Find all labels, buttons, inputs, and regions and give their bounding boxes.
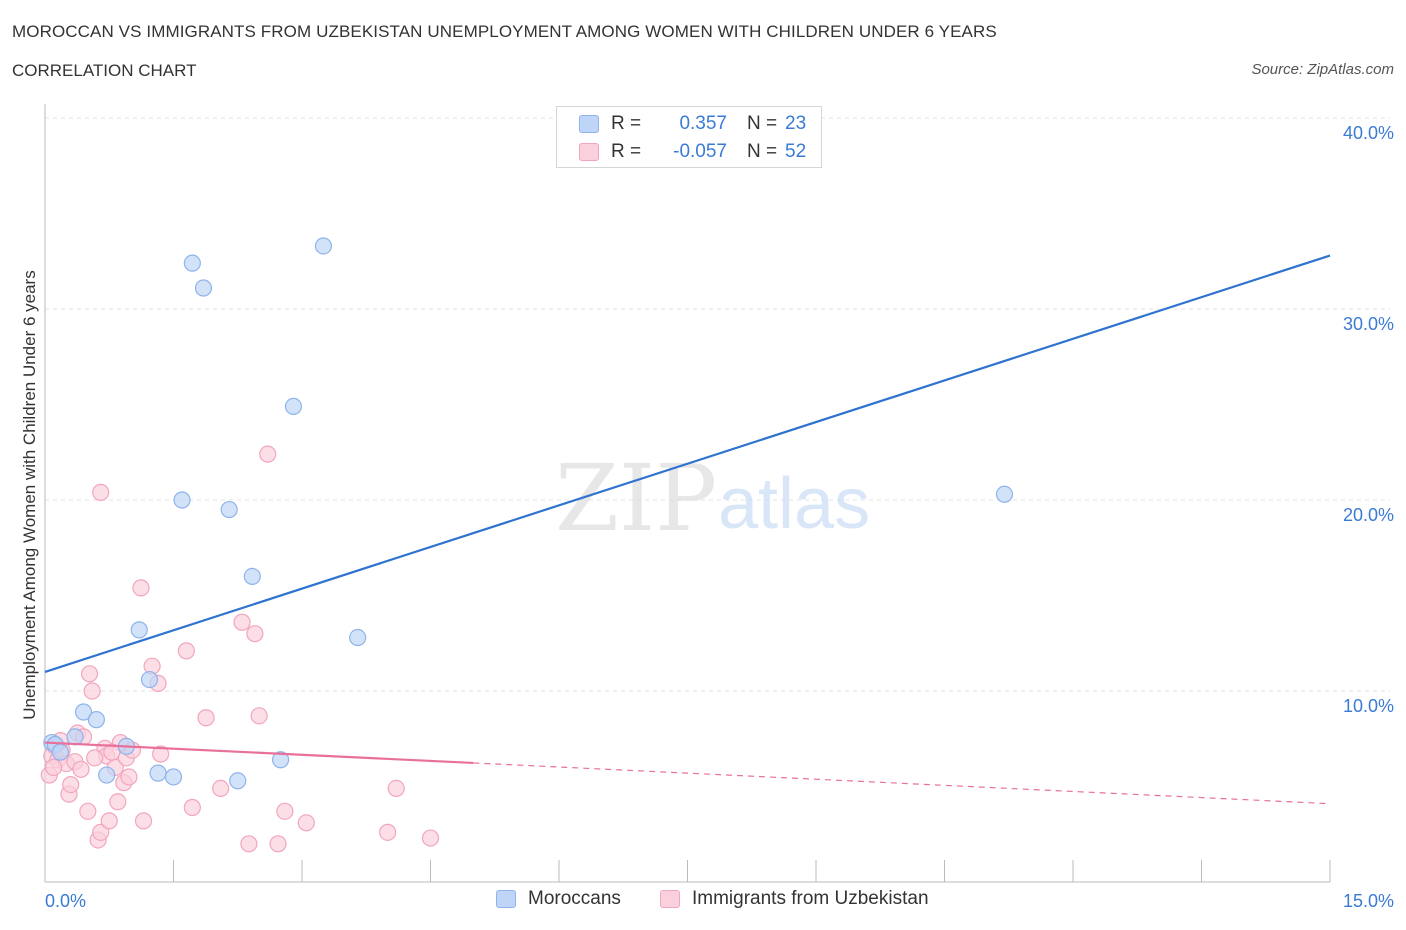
y-tick-10: 10.0% (1342, 696, 1394, 716)
uzbekistan-point (183, 798, 201, 817)
legend-n-value: 52 (785, 141, 807, 162)
legend-row-moroccans: R = 0.357 N = 23 (579, 112, 806, 136)
moroccan-point (173, 491, 191, 509)
moroccan-point (183, 254, 201, 272)
uzbekistan-point (212, 779, 230, 798)
moroccan-point (284, 397, 303, 416)
moroccan-point (243, 567, 261, 586)
chart-subtitle: CORRELATION CHART (12, 61, 197, 80)
moroccan-point (220, 500, 238, 519)
uzbekistan-point (44, 758, 63, 777)
uzbekistan-point (246, 625, 264, 643)
uzbekistan-point (132, 579, 150, 597)
uzbekistan-point (259, 445, 277, 463)
grid-lines (45, 117, 1390, 692)
uzbekistan-point (421, 829, 440, 847)
uzbekistan-point (92, 483, 110, 501)
moroccan-point (74, 703, 93, 721)
series-legend: Moroccans Immigrants from Uzbekistan (0, 888, 1406, 916)
legend-item-uzbekistan[interactable]: Immigrants from Uzbekistan (660, 888, 929, 910)
legend-n-label: N = (747, 113, 778, 134)
moroccan-point (229, 772, 247, 790)
uzbekistan-points (40, 445, 440, 853)
legend-n-label: N = (747, 141, 778, 162)
moroccan-point (87, 711, 106, 729)
legend-swatch-pink (579, 143, 599, 161)
y-tick-40: 40.0% (1342, 123, 1394, 143)
legend-swatch-blue (579, 115, 599, 133)
source-credit: Source: ZipAtlas.com (1251, 61, 1394, 78)
legend-swatch-blue (496, 890, 516, 908)
uzbekistan-point (233, 613, 251, 631)
uzbekistan-point (177, 642, 195, 660)
moroccan-point (130, 621, 148, 639)
uzbekistan-point (72, 760, 90, 778)
y-tick-30: 30.0% (1342, 314, 1394, 334)
legend-row-uzbekistan: R = -0.057 N = 52 (579, 140, 806, 164)
watermark-atlas: atlas (718, 464, 870, 544)
uzbekistan-point (269, 835, 287, 853)
moroccan-point (66, 728, 84, 746)
legend-r-label: R = (611, 113, 642, 134)
uzbekistan-point (379, 823, 397, 841)
moroccan-point (194, 279, 213, 297)
legend-r-label: R = (611, 141, 642, 162)
x-tick-max: 15.0% (1342, 891, 1394, 911)
moroccan-point (271, 751, 290, 769)
uzbekistan-point (250, 707, 268, 725)
moroccan-point (349, 628, 367, 647)
uzbekistan-point (297, 814, 315, 832)
chart-title: MOROCCAN VS IMMIGRANTS FROM UZBEKISTAN U… (12, 22, 997, 41)
x-tick-min: 0.0% (45, 891, 87, 911)
legend-label-moroccans: Moroccans (528, 888, 621, 909)
y-tick-20: 20.0% (1342, 505, 1394, 525)
uzbekistan-point (152, 745, 170, 763)
legend-r-value: 0.357 (679, 113, 727, 134)
uzbekistan-point (276, 802, 294, 820)
y-axis-label: Unemployment Among Women with Children U… (20, 270, 39, 720)
uzbekistan-point (92, 823, 110, 841)
moroccan-point (149, 764, 167, 782)
uzbekistan-point (83, 682, 101, 700)
uzbekistan-trend-line-solid (44, 741, 474, 765)
uzbekistan-point (100, 812, 118, 830)
uzbekistan-trend-line-dashed (473, 762, 1331, 805)
uzbekistan-point (103, 743, 121, 761)
uzbekistan-point (109, 793, 127, 811)
legend-n-value: 23 (785, 113, 807, 134)
uzbekistan-point (197, 709, 215, 727)
moroccan-trend-line (44, 254, 1331, 673)
moroccan-point (140, 670, 159, 689)
legend-r-value: -0.057 (673, 141, 727, 162)
uzbekistan-point (120, 768, 138, 786)
moroccan-point (995, 485, 1014, 503)
uzbekistan-point (240, 835, 258, 853)
moroccan-points (43, 237, 1014, 790)
legend-label-uzbekistan: Immigrants from Uzbekistan (692, 888, 929, 909)
uzbekistan-point (62, 775, 80, 794)
legend-swatch-pink (660, 890, 680, 908)
uzbekistan-point (387, 779, 405, 798)
uzbekistan-point (79, 802, 97, 820)
correlation-legend: R = 0.357 N = 23 R = -0.057 N = 52 (556, 106, 822, 168)
moroccan-point (98, 766, 116, 784)
trend-lines (44, 254, 1331, 805)
legend-item-moroccans[interactable]: Moroccans (496, 888, 621, 910)
moroccan-point (314, 237, 333, 255)
uzbekistan-point (80, 665, 99, 683)
uzbekistan-point (86, 749, 104, 767)
moroccan-point (51, 743, 70, 761)
uzbekistan-point (134, 812, 153, 830)
moroccan-point (164, 768, 183, 786)
